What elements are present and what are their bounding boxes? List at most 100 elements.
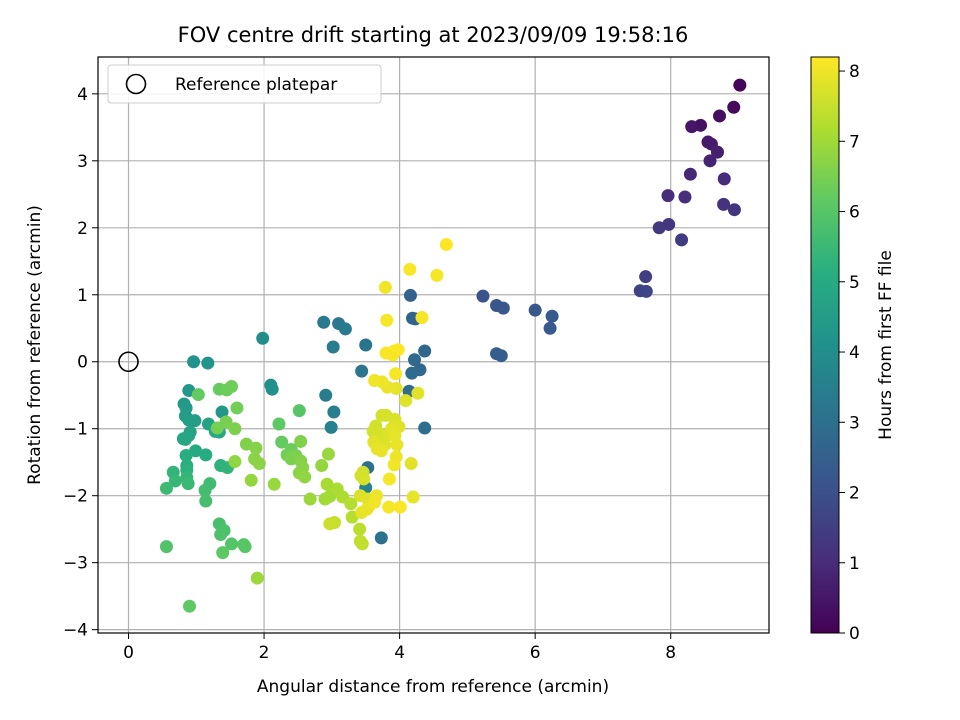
data-point: [386, 348, 400, 362]
data-point: [675, 233, 689, 247]
data-point: [406, 490, 420, 504]
data-point: [380, 313, 394, 327]
data-point: [321, 447, 335, 461]
data-point: [496, 301, 510, 315]
data-point: [272, 417, 286, 431]
legend-box: [107, 64, 382, 104]
data-point: [188, 414, 202, 428]
data-point: [382, 500, 396, 514]
colorbar-tick-label: 6: [849, 203, 860, 223]
legend-entry-reference: Reference platepar: [175, 75, 337, 95]
data-point: [275, 435, 289, 449]
axis-ticks: 0 2 4 6 8 −4 −3 −2 −1 0 1 2 3 4: [63, 85, 676, 663]
reference-platepar-marker: [118, 351, 139, 373]
data-point: [717, 172, 731, 186]
data-point: [338, 322, 352, 336]
data-point: [225, 380, 239, 394]
data-point: [159, 540, 173, 554]
data-point: [303, 492, 317, 506]
colorbar-ticks: 0 1 2 3 4 5 6 7 8: [839, 62, 860, 644]
y-tick-label: −1: [63, 420, 88, 440]
data-point: [378, 280, 392, 294]
data-point: [267, 477, 281, 491]
legend-marker-circle: [125, 73, 147, 95]
data-point: [199, 494, 213, 508]
data-point: [353, 522, 367, 536]
data-point: [230, 401, 244, 415]
data-point: [324, 420, 338, 434]
data-point: [228, 455, 242, 469]
data-point: [387, 458, 401, 472]
data-point: [355, 537, 369, 551]
y-tick-label: 4: [77, 85, 88, 105]
data-point: [319, 388, 333, 402]
colorbar-tick-label: 3: [849, 413, 860, 433]
data-point: [374, 444, 388, 458]
colorbar-tick-label: 5: [849, 273, 860, 293]
data-point: [355, 364, 369, 378]
data-point: [404, 457, 418, 471]
data-point: [528, 303, 542, 317]
x-tick-label: 8: [665, 643, 676, 663]
colorbar-tick-label: 1: [849, 554, 860, 574]
data-point: [214, 528, 228, 542]
y-axis-label: Rotation from reference (arcmin): [25, 205, 45, 485]
data-point: [661, 189, 675, 203]
data-point: [249, 441, 263, 455]
data-point: [439, 238, 453, 252]
data-point: [265, 382, 279, 396]
data-point: [727, 203, 741, 217]
data-point: [639, 284, 653, 298]
data-point: [368, 495, 382, 509]
data-point: [639, 270, 653, 284]
data-point: [357, 472, 371, 486]
y-tick-label: 0: [77, 353, 88, 373]
data-point: [408, 353, 422, 367]
colorbar-gradient: [810, 56, 840, 634]
data-point: [405, 366, 419, 380]
data-point: [733, 78, 747, 92]
data-point: [359, 338, 373, 352]
data-point: [252, 457, 266, 471]
data-point: [418, 344, 432, 358]
x-tick-label: 0: [123, 643, 134, 663]
data-point: [390, 438, 404, 452]
legend: Reference platepar: [107, 64, 382, 104]
data-point: [368, 373, 382, 387]
data-point: [389, 367, 403, 381]
colorbar-tick-label: 8: [849, 62, 860, 82]
data-point: [418, 421, 432, 435]
y-tick-label: 2: [77, 219, 88, 239]
colorbar: 0 1 2 3 4 5 6 7 8 Hours from first FF file: [810, 56, 896, 644]
data-point: [292, 404, 306, 418]
data-point: [543, 321, 557, 335]
data-point: [326, 340, 340, 354]
x-tick-label: 2: [259, 643, 270, 663]
data-point: [183, 599, 196, 613]
colorbar-tick-label: 0: [849, 624, 860, 644]
data-point: [215, 405, 229, 419]
x-tick-label: 6: [530, 643, 541, 663]
y-tick-label: −3: [63, 554, 88, 574]
data-point: [181, 477, 195, 491]
data-point: [216, 546, 230, 560]
data-point: [320, 477, 334, 491]
data-point: [191, 388, 205, 402]
data-point: [327, 405, 341, 419]
data-point: [201, 356, 215, 370]
data-point: [545, 309, 559, 323]
data-point: [652, 221, 666, 235]
x-axis-label: Angular distance from reference (arcmin): [257, 677, 609, 697]
data-point: [476, 289, 490, 303]
colorbar-tick-label: 7: [849, 132, 860, 152]
data-point: [717, 197, 731, 211]
data-point: [710, 145, 724, 159]
data-point: [685, 120, 699, 134]
data-point: [168, 474, 182, 488]
data-point: [179, 449, 193, 463]
data-point: [393, 500, 407, 514]
data-point: [403, 288, 417, 302]
data-point: [317, 315, 331, 329]
data-point: [315, 459, 329, 473]
